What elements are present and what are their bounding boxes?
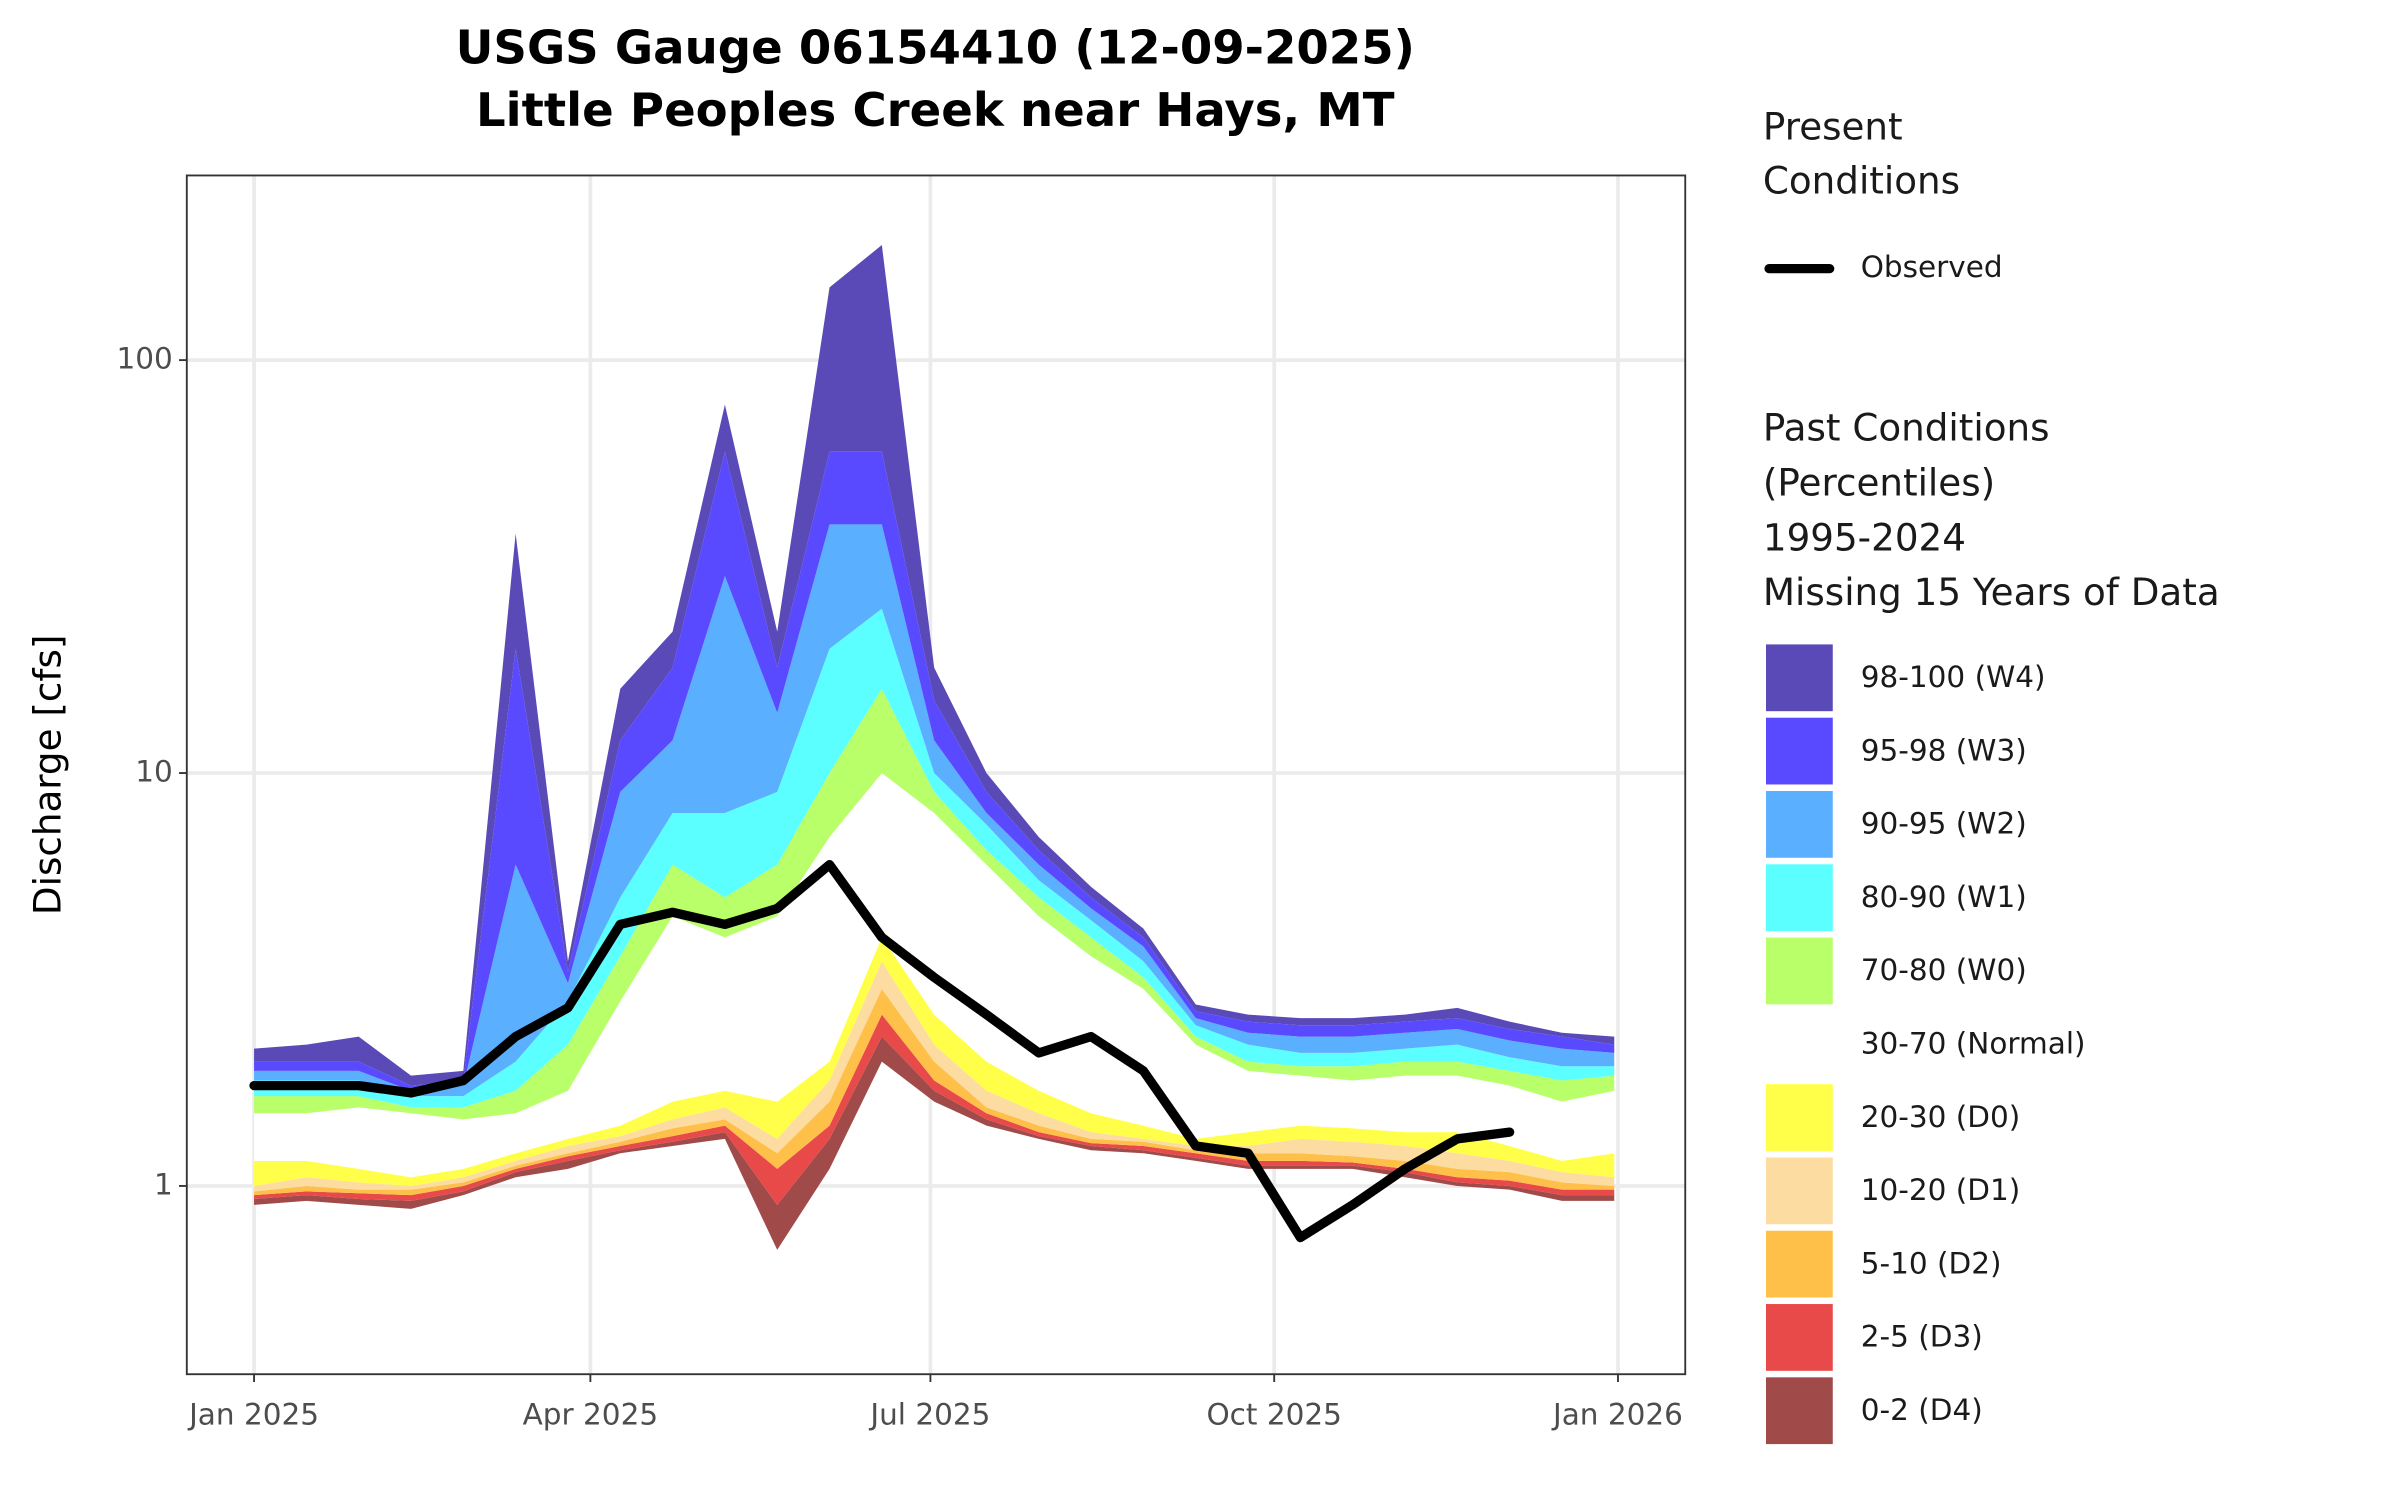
- legend-label: 80-90 (W1): [1861, 880, 2027, 914]
- observed-line: [249, 859, 1515, 1243]
- legend-label: 98-100 (W4): [1861, 660, 2046, 694]
- legend-label: 5-10 (D2): [1861, 1246, 2002, 1280]
- legend-label: 70-80 (W0): [1861, 953, 2027, 987]
- legend-swatch: [1765, 1010, 1833, 1078]
- chart-title: USGS Gauge 06154410 (12-09-2025): [456, 21, 1415, 75]
- legend-label: 90-95 (W2): [1861, 807, 2027, 841]
- legend-swatch: [1765, 1230, 1833, 1298]
- legend-label: 2-5 (D3): [1861, 1320, 1983, 1354]
- x-tick-label: Jan 2025: [187, 1398, 319, 1432]
- legend-label: Observed: [1861, 250, 2003, 284]
- legend-title: (Percentiles): [1763, 460, 1995, 504]
- y-tick-label: 1: [154, 1167, 173, 1201]
- legend-swatch: [1765, 790, 1833, 858]
- legend-title: Present: [1763, 104, 1903, 148]
- chart-title: Little Peoples Creek near Hays, MT: [476, 83, 1395, 137]
- legend-swatch: [1765, 937, 1833, 1005]
- percentile-band: [254, 608, 1615, 1108]
- legend-label: 95-98 (W3): [1861, 733, 2027, 767]
- legend-label: 0-2 (D4): [1861, 1393, 1983, 1427]
- percentile-band: [254, 451, 1615, 1091]
- plot-border: [185, 174, 1687, 1376]
- legend-title: 1995-2024: [1763, 515, 1966, 559]
- legend-swatch: [1765, 1084, 1833, 1151]
- legend-label: 30-70 (Normal): [1861, 1027, 2086, 1061]
- x-tick-label: Jan 2026: [1551, 1398, 1683, 1432]
- percentile-band: [254, 245, 1615, 1086]
- y-tick-label: 100: [117, 342, 173, 376]
- legend-title: Conditions: [1763, 159, 1960, 203]
- y-axis-label: Discharge [cfs]: [26, 635, 70, 915]
- percentile-band: [254, 524, 1615, 1097]
- y-tick-label: 10: [135, 755, 173, 789]
- legend-label: 20-30 (D0): [1861, 1100, 2021, 1134]
- legend-swatch: [1765, 1304, 1833, 1371]
- legend-swatch: [1765, 717, 1833, 785]
- legend-swatch: [1765, 864, 1833, 932]
- x-tick-label: Oct 2025: [1206, 1398, 1341, 1432]
- x-tick-label: Apr 2025: [523, 1398, 659, 1432]
- legend-label: 10-20 (D1): [1861, 1173, 2021, 1207]
- x-tick-label: Jul 2025: [868, 1398, 990, 1432]
- legend-swatch: [1765, 1377, 1833, 1445]
- plot-area: [249, 245, 1615, 1250]
- percentile-band: [254, 988, 1615, 1196]
- legend-title: Past Conditions: [1763, 406, 2050, 450]
- legend-swatch: [1765, 644, 1833, 712]
- percentile-band: [254, 961, 1615, 1192]
- legend-swatch: [1765, 1157, 1833, 1225]
- percentile-band: [254, 688, 1615, 1120]
- legend-title: Missing 15 Years of Data: [1763, 570, 2220, 614]
